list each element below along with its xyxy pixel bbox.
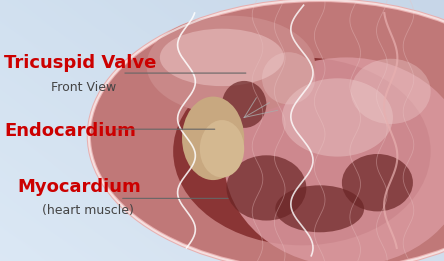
Ellipse shape <box>147 16 315 115</box>
Ellipse shape <box>275 185 364 232</box>
Text: Front View: Front View <box>51 81 116 94</box>
Ellipse shape <box>182 97 244 180</box>
Ellipse shape <box>262 52 315 104</box>
Ellipse shape <box>342 154 413 211</box>
Ellipse shape <box>351 59 431 124</box>
Circle shape <box>89 0 444 261</box>
Ellipse shape <box>173 57 431 245</box>
Text: Tricuspid Valve: Tricuspid Valve <box>4 54 157 72</box>
Text: Endocardium: Endocardium <box>4 122 136 139</box>
Ellipse shape <box>160 29 284 86</box>
Ellipse shape <box>222 81 266 128</box>
Text: Myocardium: Myocardium <box>18 178 142 195</box>
Ellipse shape <box>200 120 244 177</box>
Text: (heart muscle): (heart muscle) <box>42 204 134 217</box>
Ellipse shape <box>224 57 444 261</box>
Ellipse shape <box>282 78 393 157</box>
Ellipse shape <box>226 155 306 221</box>
